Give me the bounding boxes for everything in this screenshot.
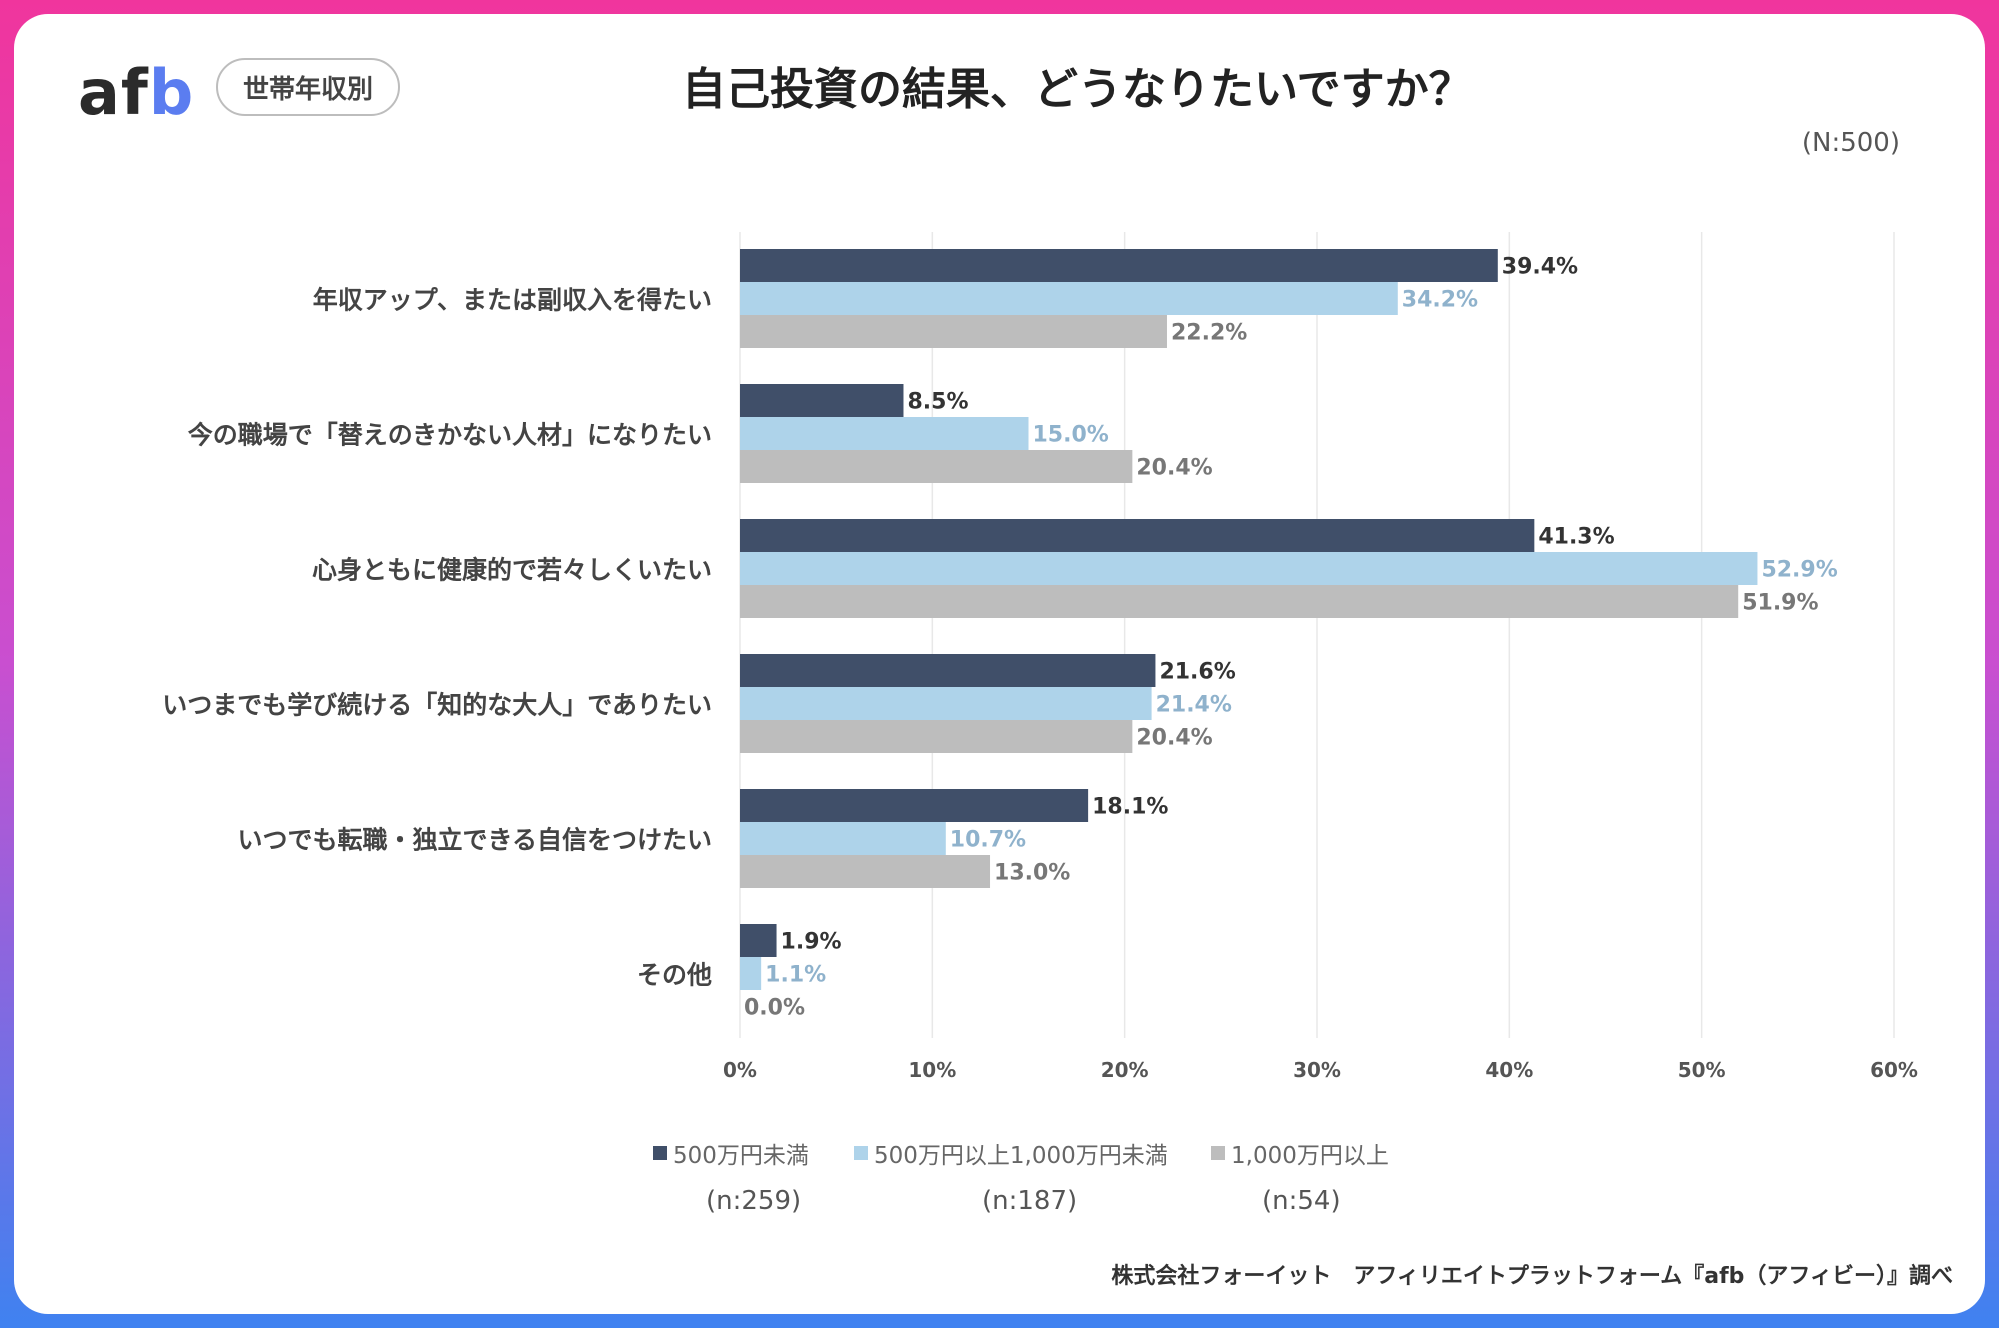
bar (740, 585, 1739, 618)
data-label: 21.6% (1159, 660, 1235, 685)
bar (740, 315, 1167, 348)
data-label: 20.4% (1136, 726, 1212, 751)
bar (740, 417, 1029, 450)
bar (740, 282, 1398, 315)
bar (740, 822, 946, 855)
category-label: その他 (637, 961, 712, 990)
bar (740, 654, 1156, 687)
x-tick-label: 0% (723, 1058, 757, 1082)
legend-item-1: 500万円未満 (653, 1136, 809, 1170)
bar (740, 384, 904, 417)
x-tick-label: 20% (1101, 1058, 1149, 1082)
category-label: いつでも転職・独立できる自信をつけたい (237, 826, 712, 855)
legend-item-3: 1,000万円以上 (1211, 1136, 1389, 1170)
bar (740, 855, 991, 888)
data-label: 20.4% (1136, 456, 1212, 481)
bar (740, 789, 1089, 822)
data-label: 41.3% (1538, 525, 1614, 550)
data-label: 18.1% (1092, 795, 1168, 820)
category-label: いつまでも学び続ける「知的な大人」でありたい (162, 691, 712, 720)
x-tick-label: 50% (1678, 1058, 1726, 1082)
legend-swatch-3 (1211, 1146, 1225, 1160)
sample-size-label: (N:500) (1801, 128, 1900, 158)
legend-label-3: 1,000万円以上 (1231, 1143, 1389, 1169)
data-label: 1.9% (781, 930, 842, 955)
bar (740, 519, 1535, 552)
bar (740, 720, 1133, 753)
legend-swatch-1 (653, 1146, 667, 1160)
bar (740, 552, 1758, 585)
data-label: 21.4% (1156, 693, 1232, 718)
data-label: 15.0% (1033, 423, 1109, 448)
data-label: 39.4% (1502, 255, 1578, 280)
bar (740, 957, 762, 990)
source-credit: 株式会社フォーイット アフィリエイトプラットフォーム『afb（アフィビー）』調べ (1111, 1264, 1953, 1289)
x-tick-label: 10% (908, 1058, 956, 1082)
legend-n-3: (n:54) (1262, 1186, 1341, 1216)
x-tick-label: 40% (1485, 1058, 1533, 1082)
data-label: 34.2% (1402, 288, 1478, 313)
legend-label-2: 500万円以上1,000万円未満 (874, 1143, 1168, 1169)
bar (740, 249, 1498, 282)
data-label: 10.7% (950, 828, 1026, 853)
data-label: 52.9% (1761, 558, 1837, 583)
x-tick-label: 60% (1870, 1058, 1918, 1082)
legend-swatch-2 (854, 1146, 868, 1160)
chart-title: 自己投資の結果、どうなりたいですか？ (682, 64, 1473, 115)
data-label: 51.9% (1742, 591, 1818, 616)
bar (740, 687, 1152, 720)
legend: 500万円未満 500万円以上1,000万円未満 1,000万円以上 (650, 1136, 1450, 1176)
legend-n-2: (n:187) (982, 1186, 1078, 1216)
category-label: 年収アップ、または副収入を得たい (313, 286, 712, 315)
category-label: 今の職場で「替えのきかない人材」になりたい (188, 421, 712, 450)
afb-logo: afb (78, 56, 195, 129)
category-tag: 世帯年収別 (216, 58, 400, 116)
legend-label-1: 500万円未満 (673, 1143, 809, 1169)
data-label: 8.5% (907, 390, 968, 415)
bar (740, 924, 777, 957)
category-label: 心身ともに健康的で若々しくいたい (312, 556, 712, 585)
bar (740, 450, 1133, 483)
legend-item-2: 500万円以上1,000万円未満 (854, 1136, 1168, 1170)
data-label: 0.0% (744, 996, 805, 1021)
legend-n-1: (n:259) (706, 1186, 802, 1216)
data-label: 1.1% (765, 963, 826, 988)
x-tick-label: 30% (1293, 1058, 1341, 1082)
data-label: 13.0% (994, 861, 1070, 886)
data-label: 22.2% (1171, 321, 1247, 346)
